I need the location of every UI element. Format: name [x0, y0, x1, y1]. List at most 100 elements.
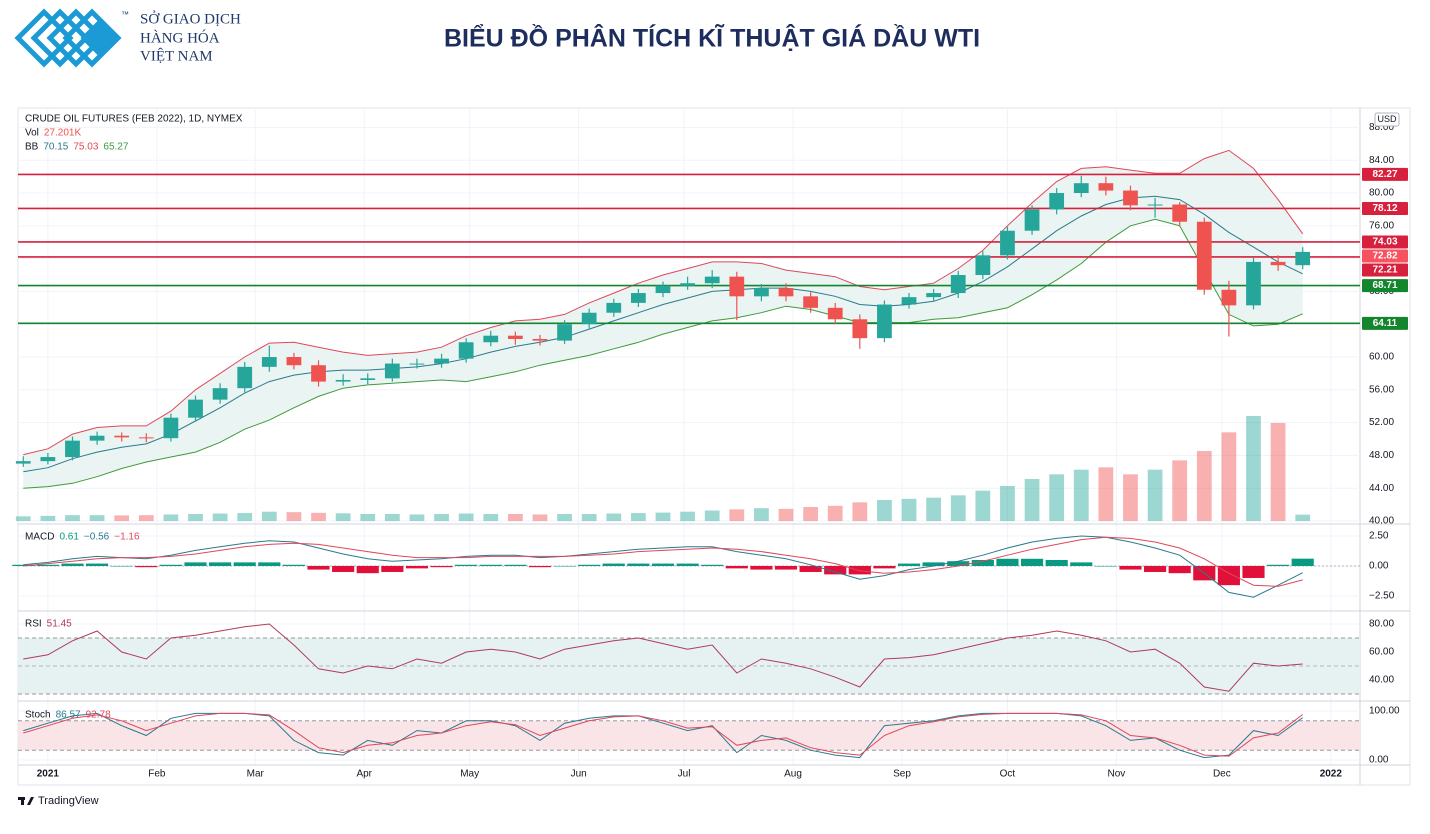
histogram-bar [135, 565, 158, 568]
volume-bar [286, 512, 302, 521]
candle-body [877, 304, 892, 339]
volume-bar [877, 500, 892, 521]
indicator-line [23, 535, 1303, 598]
candle-body [188, 399, 203, 418]
histogram-bar [209, 562, 232, 566]
price-badge [1362, 279, 1408, 293]
volume-bar [754, 508, 769, 521]
histogram-bar [528, 565, 552, 568]
candle-body [409, 363, 425, 365]
candle-body [606, 302, 622, 313]
histogram-bar [282, 564, 305, 566]
candle-body [680, 283, 695, 286]
volume-bar [1000, 486, 1015, 521]
histogram-bar [1045, 559, 1068, 566]
candle-body [434, 358, 449, 364]
candle-body [1123, 190, 1138, 206]
page-title: BIỂU ĐỒ PHÂN TÍCH KĨ THUẬT GIÁ DẦU WTI [444, 23, 980, 53]
logo-shape [30, 8, 90, 68]
x-tick-label: Oct [1000, 769, 1016, 780]
volume-bar [483, 514, 499, 521]
y-tick-label: 0.00 [1369, 561, 1389, 572]
y-tick-label: 40.00 [1369, 516, 1394, 527]
x-tick-label: Mar [247, 769, 265, 780]
logo-text: VIỆT NAM [140, 47, 213, 64]
y-tick-label: 44.00 [1369, 483, 1394, 494]
y-tick-label: 76.00 [1369, 220, 1394, 231]
volume-bar [803, 507, 818, 521]
histogram-bar [1070, 562, 1093, 566]
logo-shape [21, 797, 24, 805]
x-tick-label: Nov [1108, 769, 1126, 780]
legend-value: 70.15 [43, 142, 68, 153]
indicator-line [23, 623, 1303, 692]
volume-bar [557, 514, 572, 521]
histogram-bar [578, 564, 601, 566]
legend-value: 27.201K [44, 128, 82, 139]
histogram-bar [553, 565, 576, 567]
x-tick-label: 2021 [37, 769, 60, 780]
volume-bar [532, 514, 548, 521]
volume-bar [1270, 423, 1286, 521]
candle-body [803, 296, 818, 308]
candle-body [950, 275, 966, 294]
candle-body [1196, 221, 1212, 290]
histogram-bar [947, 561, 970, 566]
trademark: ™ [121, 10, 129, 19]
volume-bar [1295, 514, 1311, 521]
volume-bar [680, 511, 695, 521]
volume-bar [901, 498, 917, 521]
histogram-bar [356, 565, 379, 574]
volume-bar [188, 514, 203, 521]
band [18, 638, 1360, 694]
volume-bar [1049, 474, 1065, 521]
candle-body [1270, 261, 1286, 266]
y-tick-label: 100.00 [1369, 706, 1400, 717]
histogram-bar [627, 563, 650, 566]
candle-body [384, 363, 400, 379]
candle-body [581, 312, 597, 325]
histogram-bar [1094, 565, 1117, 567]
candle-body [261, 357, 277, 367]
price-badge-label: 68.71 [1372, 280, 1397, 291]
candle-body [1098, 183, 1114, 191]
histogram-bar [61, 563, 84, 566]
y-tick-label: 80.00 [1369, 188, 1394, 199]
histogram-bar [848, 565, 871, 575]
legend-name: MACD [25, 532, 54, 543]
histogram-bar [455, 564, 478, 566]
candle-body [704, 276, 720, 284]
volume-bar [1196, 451, 1212, 521]
volume-bar [360, 514, 376, 521]
candle-body [1221, 289, 1237, 306]
histogram-bar [1267, 564, 1290, 566]
histogram-bar [651, 563, 675, 566]
histogram-bar [897, 563, 921, 566]
candle-body [655, 285, 671, 294]
candle-body [237, 366, 253, 389]
candle-body [901, 297, 917, 305]
footer-brand: TradingView [38, 795, 99, 807]
volume-bar [15, 516, 31, 521]
currency-box [1374, 112, 1400, 127]
volume-bar [1024, 479, 1040, 521]
volume-bar [581, 514, 597, 521]
candle-body [311, 365, 326, 382]
y-tick-label: 84.00 [1369, 155, 1394, 166]
candle-body [89, 435, 105, 441]
candle-body [212, 388, 228, 400]
volume-bar [458, 513, 474, 521]
y-tick-label: 60.00 [1369, 647, 1394, 658]
histogram-bar [36, 564, 59, 566]
candle-body [926, 293, 942, 298]
histogram-bar [86, 563, 109, 566]
histogram-bar [996, 558, 1019, 566]
histogram-bar [1217, 565, 1240, 586]
volume-bar [237, 513, 253, 521]
legend-name: Stoch [25, 710, 51, 721]
volume-bar [311, 512, 326, 521]
volume-bar [335, 513, 351, 521]
histogram-bar [824, 565, 847, 575]
histogram-bar [1168, 565, 1191, 574]
candle-body [1024, 209, 1040, 231]
